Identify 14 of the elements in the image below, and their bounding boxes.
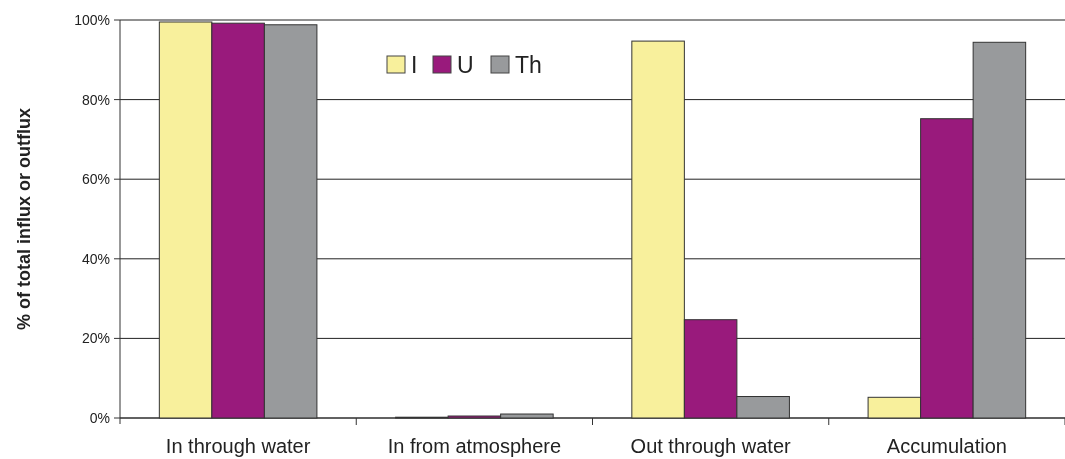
y-axis-title: % of total influx or outflux [14, 108, 34, 330]
y-tick-label: 100% [74, 11, 110, 28]
x-tick-label: Accumulation [886, 435, 1007, 457]
y-tick-label: 80% [81, 91, 110, 108]
x-tick-label: In from atmosphere [387, 435, 562, 457]
y-tick-label: 20% [81, 330, 110, 347]
x-tick-label: In through water [165, 435, 311, 457]
y-tick-label: 60% [81, 171, 110, 188]
legend-label: I [411, 52, 418, 79]
x-tick-label: Out through water [630, 435, 792, 457]
y-tick-label: 0% [89, 409, 110, 426]
legend-label: U [457, 52, 474, 79]
legend-label: Th [515, 52, 542, 79]
y-tick-label: 40% [81, 250, 110, 267]
